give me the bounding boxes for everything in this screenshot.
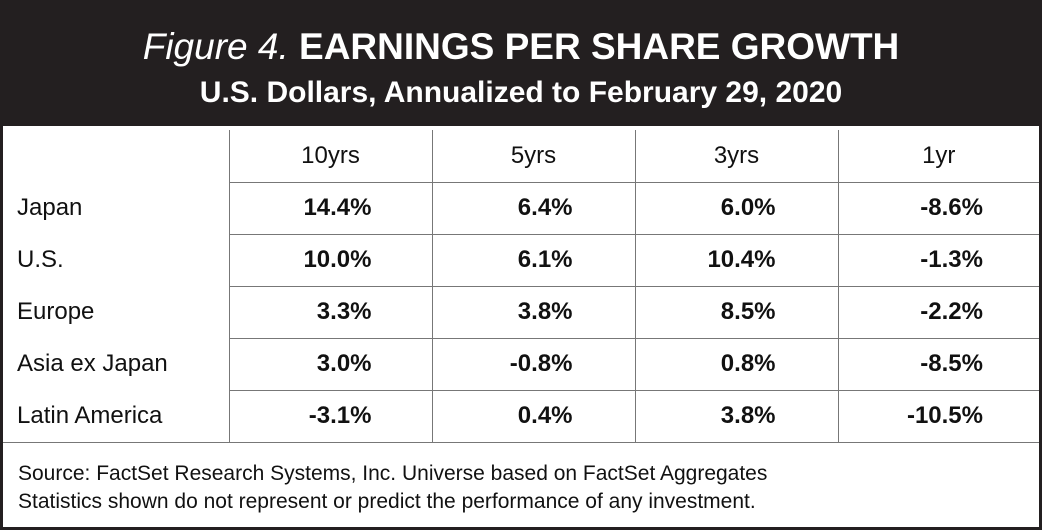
- data-cell: -8.6%: [837, 181, 1039, 234]
- data-cell: -8.5%: [837, 337, 1039, 390]
- table-row: Asia ex Japan 3.0% -0.8% 0.8% -8.5%: [3, 337, 1039, 390]
- data-cell: -10.5%: [837, 389, 1039, 443]
- row-label: U.S.: [17, 246, 64, 273]
- table-row: U.S. 10.0% 6.1% 10.4% -1.3%: [3, 233, 1039, 286]
- disclaimer-note: Statistics shown do not represent or pre…: [18, 490, 756, 513]
- table-header-row: 10yrs 5yrs 3yrs 1yr: [3, 130, 1039, 182]
- column-header: 1yr: [837, 130, 1039, 182]
- row-label: Latin America: [3, 390, 229, 443]
- data-cell: 8.5%: [634, 285, 838, 338]
- figure-title: EARNINGS PER SHARE GROWTH: [299, 26, 900, 67]
- data-cell: 14.4%: [228, 181, 432, 234]
- data-cell: -2.2%: [837, 285, 1039, 338]
- table-row: Europe 3.3% 3.8% 8.5% -2.2%: [3, 285, 1039, 338]
- row-label: Asia ex Japan: [17, 350, 168, 377]
- data-cell: 6.0%: [634, 181, 838, 234]
- eps-growth-table: 10yrs 5yrs 3yrs 1yr Japan 14.4% 6.4% 6.0…: [3, 130, 1039, 443]
- data-cell: 10.0%: [228, 233, 432, 286]
- column-header: 5yrs: [431, 130, 635, 182]
- column-header: 10yrs: [228, 130, 432, 182]
- column-header: 3yrs: [634, 130, 838, 182]
- row-label: Europe: [17, 298, 95, 325]
- figure-label: Figure 4.: [142, 26, 289, 67]
- figure-footer: Source: FactSet Research Systems, Inc. U…: [18, 460, 1018, 516]
- data-cell: -3.1%: [228, 389, 432, 443]
- data-cell: -1.3%: [837, 233, 1039, 286]
- figure-title-line: Figure 4. EARNINGS PER SHARE GROWTH: [3, 23, 1039, 71]
- figure-header: Figure 4. EARNINGS PER SHARE GROWTH U.S.…: [3, 3, 1039, 126]
- row-label: Japan: [17, 194, 83, 221]
- data-cell: 3.3%: [228, 285, 432, 338]
- data-cell: -0.8%: [431, 337, 635, 390]
- data-cell: 6.1%: [431, 233, 635, 286]
- table-row: Latin America -3.1% 0.4% 3.8% -10.5%: [3, 389, 1039, 443]
- data-cell: 0.8%: [634, 337, 838, 390]
- data-cell: 3.0%: [228, 337, 432, 390]
- data-cell: 3.8%: [634, 389, 838, 443]
- data-cell: 10.4%: [634, 233, 838, 286]
- source-note: Source: FactSet Research Systems, Inc. U…: [18, 462, 768, 485]
- data-cell: 0.4%: [431, 389, 635, 443]
- data-cell: 6.4%: [431, 181, 635, 234]
- table-row: Japan 14.4% 6.4% 6.0% -8.6%: [3, 181, 1039, 234]
- corner-cell: [3, 130, 229, 182]
- figure-subtitle: U.S. Dollars, Annualized to February 29,…: [199, 76, 843, 109]
- data-cell: 3.8%: [431, 285, 635, 338]
